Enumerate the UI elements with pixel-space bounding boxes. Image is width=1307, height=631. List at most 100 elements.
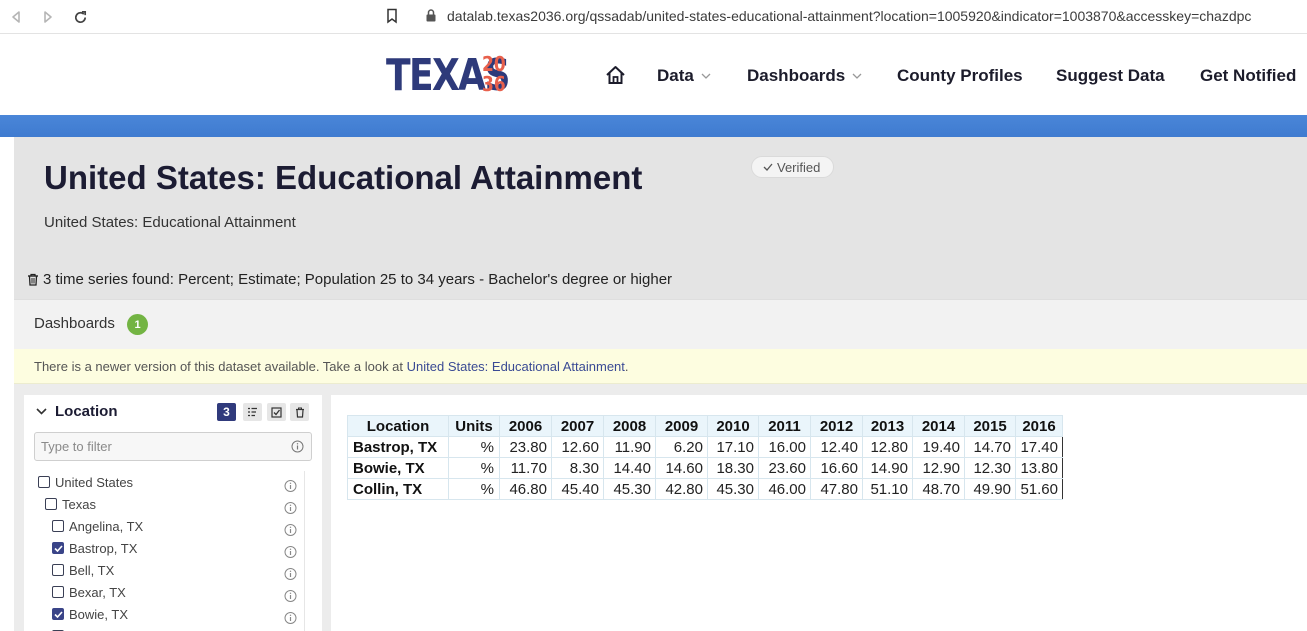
newer-dataset-link[interactable]: United States: Educational Attainment xyxy=(406,359,625,374)
table-row: Bowie, TX % 11.70 8.30 14.40 14.60 18.30… xyxy=(347,457,1063,479)
tree-item-texas[interactable]: Texas xyxy=(45,493,96,515)
location-section-header[interactable]: Location xyxy=(36,403,118,420)
tree-item-united-states[interactable]: United States xyxy=(38,471,133,493)
logo-text: TEXAS xyxy=(386,49,510,101)
table-cell: 11.70 xyxy=(499,457,552,479)
lock-icon[interactable] xyxy=(425,8,437,28)
column-header[interactable]: 2008 xyxy=(603,415,656,437)
tree-scrollbar[interactable] xyxy=(304,471,305,631)
info-icon[interactable] xyxy=(284,475,297,497)
checkbox-checked[interactable] xyxy=(52,608,64,620)
dashboards-count-badge: 1 xyxy=(127,314,148,335)
info-icon[interactable] xyxy=(284,541,297,563)
menu-get-notified[interactable]: Get Notified xyxy=(1200,66,1297,85)
checkbox[interactable] xyxy=(52,564,64,576)
tree-item-bell[interactable]: Bell, TX xyxy=(52,559,114,581)
dataset-title-panel: United States: Educational Attainment Ve… xyxy=(14,137,1307,299)
info-icon[interactable] xyxy=(291,440,304,453)
column-header[interactable]: 2012 xyxy=(810,415,863,437)
trash-icon[interactable] xyxy=(27,273,39,286)
data-table: Location Units 2006 2007 2008 2009 2010 … xyxy=(347,415,1063,500)
table-header-row: Location Units 2006 2007 2008 2009 2010 … xyxy=(347,415,1063,437)
checkbox[interactable] xyxy=(38,476,50,488)
back-icon[interactable] xyxy=(8,9,24,25)
newer-version-notice: There is a newer version of this dataset… xyxy=(14,349,1307,384)
bookmark-icon[interactable] xyxy=(385,8,399,29)
info-icon[interactable] xyxy=(284,563,297,585)
column-header[interactable]: 2010 xyxy=(707,415,759,437)
checkbox[interactable] xyxy=(45,498,57,510)
table-cell: 18.30 xyxy=(707,457,759,479)
table-row: Bastrop, TX % 23.80 12.60 11.90 6.20 17.… xyxy=(347,436,1063,458)
menu-data[interactable]: Data xyxy=(657,66,711,86)
page-title: United States: Educational Attainment xyxy=(44,159,643,196)
info-icon[interactable] xyxy=(284,519,297,541)
location-sidebar: Location 3 United States Texas Angelina,… xyxy=(24,395,322,631)
dashboards-label[interactable]: Dashboards xyxy=(34,315,115,332)
table-cell: 14.90 xyxy=(862,457,913,479)
tree-item-bowie[interactable]: Bowie, TX xyxy=(52,603,128,625)
tree-item-bexar[interactable]: Bexar, TX xyxy=(52,581,126,603)
table-cell: Bowie, TX xyxy=(347,457,449,479)
forward-icon[interactable] xyxy=(40,9,56,25)
table-cell: 46.80 xyxy=(499,478,552,500)
column-header[interactable]: Location xyxy=(347,415,449,437)
column-header[interactable]: 2006 xyxy=(499,415,552,437)
column-header[interactable]: 2007 xyxy=(551,415,604,437)
menu-dashboards[interactable]: Dashboards xyxy=(747,66,862,86)
check-icon xyxy=(53,610,63,618)
table-cell: 45.40 xyxy=(551,478,604,500)
table-cell: 19.40 xyxy=(912,436,965,458)
menu-suggest-data[interactable]: Suggest Data xyxy=(1056,66,1165,85)
column-header[interactable]: 2016 xyxy=(1015,415,1063,437)
table-cell: 17.10 xyxy=(707,436,759,458)
chevron-down-icon xyxy=(852,73,862,79)
column-header[interactable]: 2009 xyxy=(655,415,708,437)
texas-2036-logo[interactable]: TEXAS 20 36 xyxy=(386,49,536,101)
notice-end: . xyxy=(624,359,629,374)
table-cell: 14.60 xyxy=(655,457,708,479)
address-bar[interactable]: datalab.texas2036.org/qssadab/united-sta… xyxy=(447,8,1252,24)
table-cell: 12.80 xyxy=(862,436,913,458)
sort-list-icon[interactable] xyxy=(243,403,262,421)
tree-item-bastrop[interactable]: Bastrop, TX xyxy=(52,537,137,559)
browser-toolbar: datalab.texas2036.org/qssadab/united-sta… xyxy=(0,0,1307,34)
location-filter-input[interactable] xyxy=(35,433,275,460)
check-icon xyxy=(53,544,63,552)
table-cell: 45.30 xyxy=(707,478,759,500)
checkbox[interactable] xyxy=(52,586,64,598)
table-cell: 48.70 xyxy=(912,478,965,500)
table-cell: 23.60 xyxy=(758,457,811,479)
table-cell: % xyxy=(448,436,500,458)
table-row: Collin, TX % 46.80 45.40 45.30 42.80 45.… xyxy=(347,478,1063,500)
menu-county-profiles[interactable]: County Profiles xyxy=(897,66,1023,85)
tree-item-partial[interactable] xyxy=(52,625,69,631)
reload-icon[interactable] xyxy=(72,9,88,25)
table-cell: 12.90 xyxy=(912,457,965,479)
table-cell: 14.70 xyxy=(964,436,1016,458)
info-icon[interactable] xyxy=(284,585,297,607)
select-all-icon[interactable] xyxy=(267,403,286,421)
table-cell: % xyxy=(448,478,500,500)
column-header[interactable]: 2013 xyxy=(862,415,913,437)
table-cell: 46.00 xyxy=(758,478,811,500)
table-cell: 47.80 xyxy=(810,478,863,500)
page-subtitle: United States: Educational Attainment xyxy=(44,214,296,231)
column-header[interactable]: Units xyxy=(448,415,500,437)
column-header[interactable]: 2014 xyxy=(912,415,965,437)
dashboards-bar[interactable]: Dashboards 1 xyxy=(14,299,1307,349)
column-header[interactable]: 2015 xyxy=(964,415,1016,437)
checkbox-checked[interactable] xyxy=(52,542,64,554)
clear-selection-icon[interactable] xyxy=(290,403,309,421)
checkbox[interactable] xyxy=(52,520,64,532)
tree-item-angelina[interactable]: Angelina, TX xyxy=(52,515,143,537)
table-cell: 13.80 xyxy=(1015,457,1063,479)
column-header[interactable]: 2011 xyxy=(758,415,811,437)
chevron-down-icon[interactable] xyxy=(36,408,47,415)
verified-badge: Verified xyxy=(751,156,835,178)
home-icon[interactable] xyxy=(605,65,626,90)
info-icon[interactable] xyxy=(284,497,297,519)
table-cell: 23.80 xyxy=(499,436,552,458)
info-icon[interactable] xyxy=(284,607,297,629)
table-cell: 12.40 xyxy=(810,436,863,458)
